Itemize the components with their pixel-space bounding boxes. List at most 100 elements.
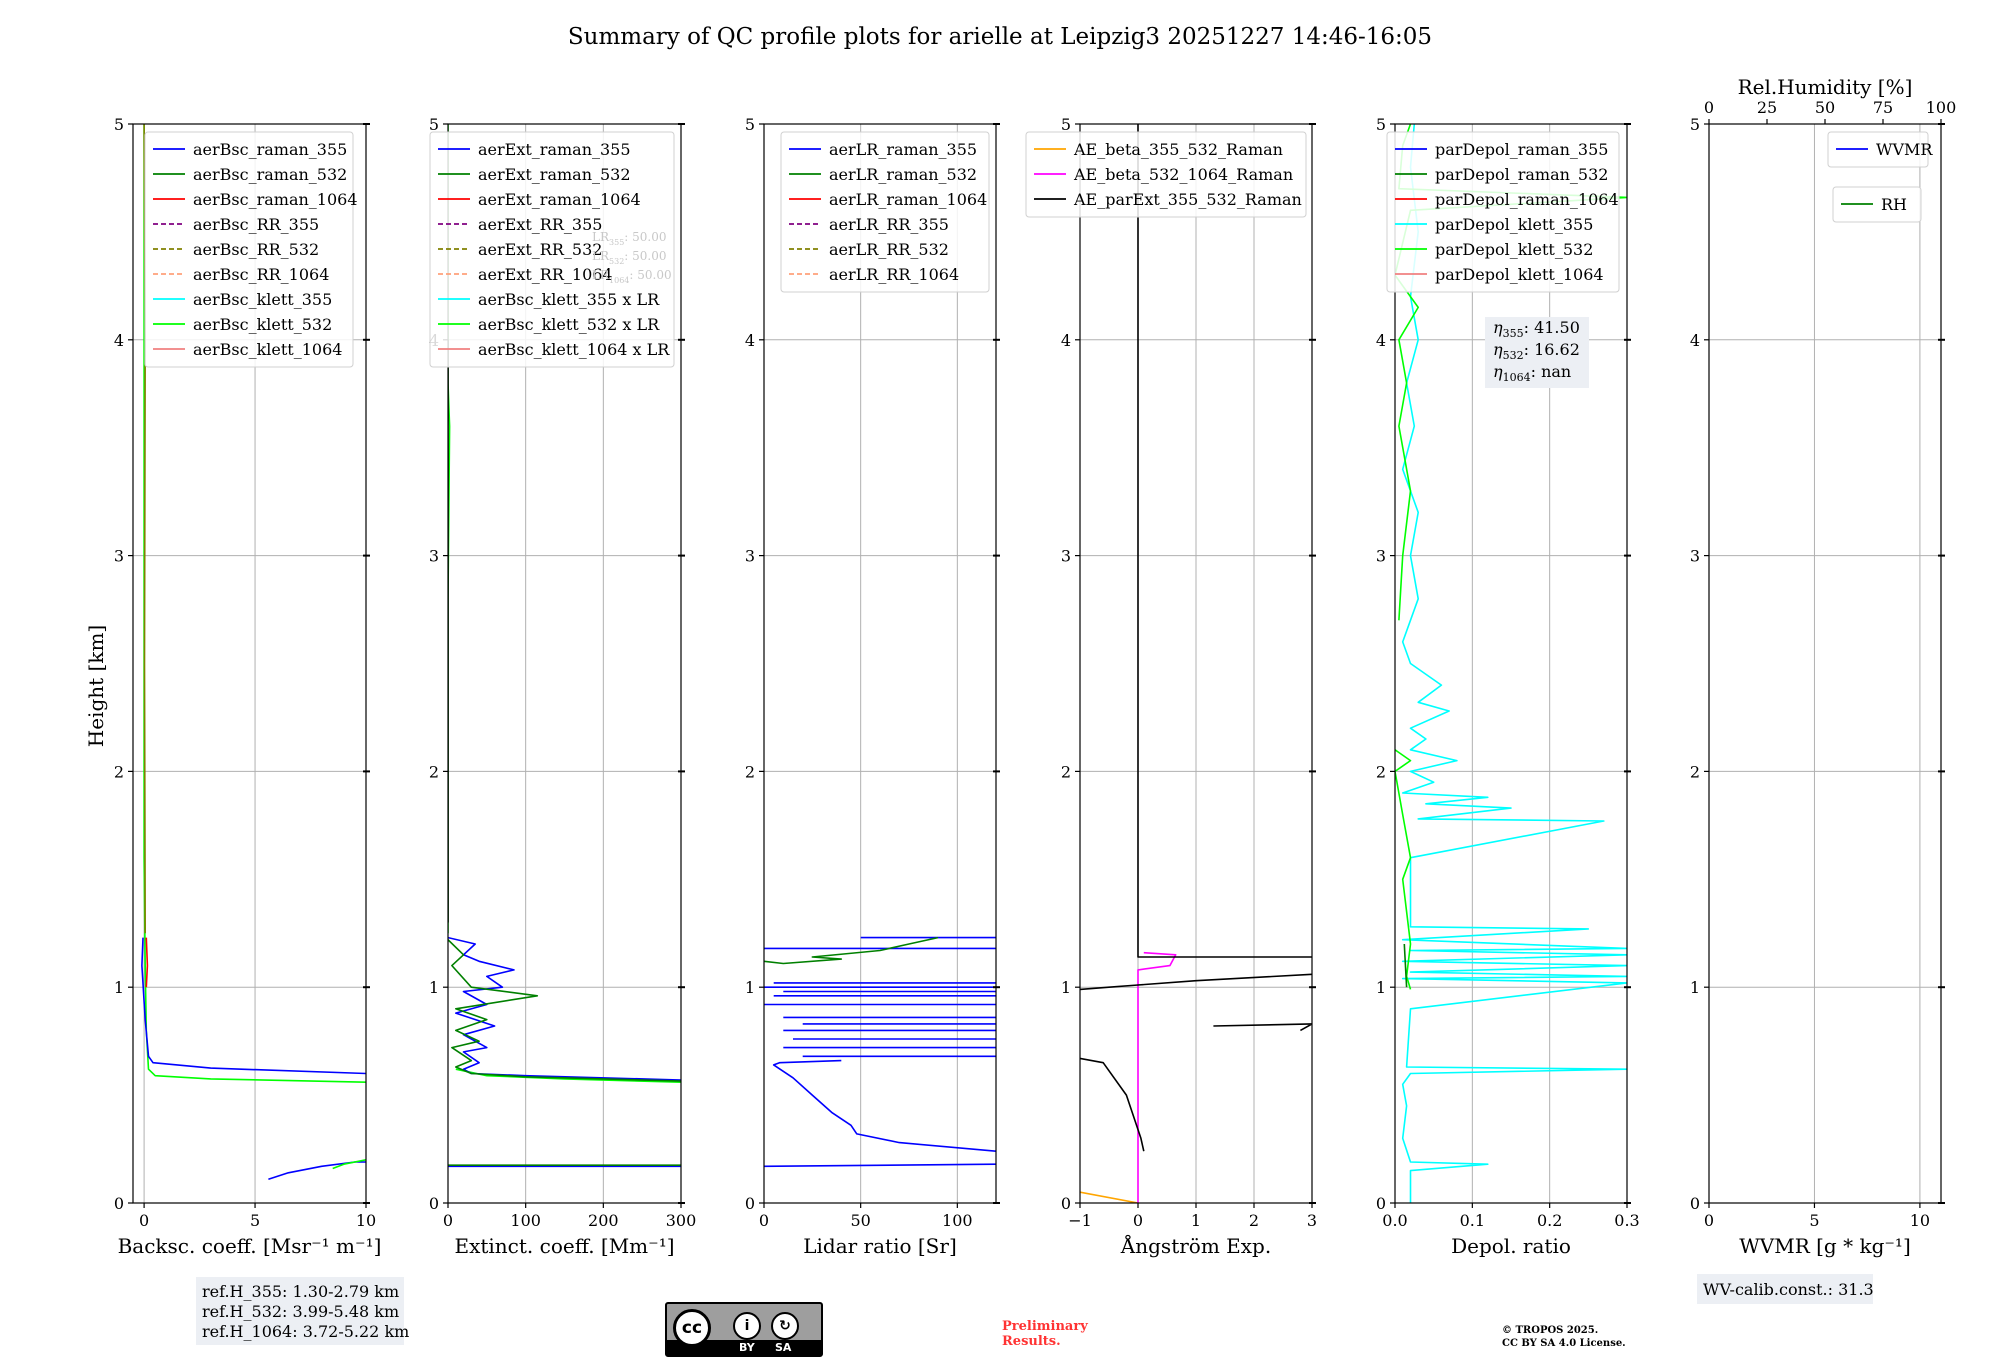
y-tick-label: 3 <box>114 547 124 566</box>
x-tick-label: 50 <box>850 1211 870 1230</box>
panel-backscatter: 0 5 10 0 1 2 3 4 5 Backsc. coeff. [Msr⁻¹ m⁻¹] aerB… <box>114 115 382 1258</box>
axes-frame <box>447 123 682 1204</box>
wv-calib-text: WV-calib.const.: 31.3 <box>1703 1280 1874 1299</box>
y-tick-label: 4 <box>1690 331 1700 350</box>
series-line-lime <box>448 124 451 934</box>
x-tick-label: 0 <box>139 1211 149 1230</box>
legend: WVMR <box>1827 131 1933 168</box>
wv-calib-box: WV-calib.const.: 31.3 <box>1697 1274 1874 1304</box>
y-tick-label: 3 <box>1376 547 1386 566</box>
axes-frame <box>1708 123 1942 1204</box>
cc-by-label: BY <box>739 1341 755 1354</box>
legend-label: aerBsc_RR_532 <box>193 240 319 259</box>
legend-label: AE_parExt_355_532_Raman <box>1073 190 1302 209</box>
legend-label: parDepol_klett_355 <box>1435 215 1593 234</box>
ref-height-355: ref.H_355: 1.30-2.79 km <box>202 1282 399 1301</box>
series-line-black <box>1137 124 1312 958</box>
annotation-text: LR1064: 50.00 <box>592 268 672 285</box>
series-line-lime <box>332 1159 366 1170</box>
series-line-blue <box>772 1059 996 1152</box>
ref-height-box: ref.H_355: 1.30-2.79 km ref.H_532: 3.99-… <box>196 1277 409 1345</box>
x-tick-label: 1 <box>1191 1211 1201 1230</box>
x-tick-label: 0 <box>759 1211 769 1230</box>
preliminary-line-1: Preliminary <box>1002 1319 1088 1334</box>
legend: aerExt_raman_355 aerExt_raman_532 aerExt_r… <box>429 131 675 368</box>
legend-label: aerBsc_RR_355 <box>193 215 319 234</box>
sa-share-alike-icon: ↻ <box>771 1312 799 1340</box>
legend-label: aerLR_raman_1064 <box>829 190 987 209</box>
ref-height-532: ref.H_532: 3.99-5.48 km <box>202 1302 399 1321</box>
copyright-line-1: © TROPOS 2025. <box>1502 1325 1598 1336</box>
x-tick-label: 100 <box>942 1211 973 1230</box>
y-tick-label: 4 <box>745 331 755 350</box>
x-tick-label: 3 <box>1307 1211 1317 1230</box>
annotation-text: η355: 41.50 <box>1493 318 1580 340</box>
y-tick-label: 3 <box>1690 547 1700 566</box>
x-tick-label: 10 <box>356 1211 376 1230</box>
x2-tick-label: 0 <box>1704 98 1714 117</box>
y-tick-label: 5 <box>1061 115 1071 134</box>
y-tick-label: 5 <box>1376 115 1386 134</box>
legend-label: aerExt_raman_355 <box>478 140 631 159</box>
series-line-cyan <box>1401 124 1627 1203</box>
y-tick-label: 0 <box>745 1194 755 1213</box>
series-line-black <box>1080 1057 1145 1152</box>
y-axis-label: Height [km] <box>84 625 108 747</box>
y-tick-label: 1 <box>745 978 755 997</box>
annotation-box: LR355: 50.00 LR532: 50.00 LR1064: 50.00 <box>592 230 672 285</box>
x-tick-label: 0.3 <box>1614 1211 1639 1230</box>
legend-label: parDepol_klett_1064 <box>1435 265 1604 284</box>
legend-label: aerLR_RR_355 <box>829 215 949 234</box>
legend-label: aerExt_RR_1064 <box>478 265 613 284</box>
ref-height-1064: ref.H_1064: 3.72-5.22 km <box>202 1322 409 1341</box>
legend-label: aerBsc_RR_1064 <box>193 265 329 284</box>
x-tick-label: 2 <box>1249 1211 1259 1230</box>
y-tick-label: 1 <box>1061 978 1071 997</box>
series-line-lime <box>143 124 366 1083</box>
y-tick-label: 5 <box>745 115 755 134</box>
x-tick-label: 0.0 <box>1382 1211 1407 1230</box>
annotation-text: LR532: 50.00 <box>592 249 667 266</box>
axes-frame <box>1394 123 1628 1204</box>
legend-label: aerBsc_klett_1064 x LR <box>478 340 670 359</box>
y-tick-label: 1 <box>114 978 124 997</box>
x-tick-label: −1 <box>1068 1211 1092 1230</box>
y-tick-label: 4 <box>1061 331 1071 350</box>
series-line-green <box>764 936 939 965</box>
series-line-lime <box>1395 749 1412 990</box>
panel-depol: 0.0 0.1 0.2 0.3 0 1 2 3 4 5 Depol. ratio parDepol_r… <box>1376 115 1640 1258</box>
legend-label: aerBsc_klett_355 <box>193 290 332 309</box>
x2-tick-label: 50 <box>1815 98 1835 117</box>
x-tick-label: 5 <box>1809 1211 1819 1230</box>
y-tick-label: 3 <box>429 547 439 566</box>
cc-license-badge: cc i ↻ BY SA <box>665 1302 823 1357</box>
legend-label: aerExt_RR_532 <box>478 240 602 259</box>
by-attribution-icon: i <box>733 1312 761 1340</box>
legend-label: AE_beta_355_532_Raman <box>1073 140 1283 159</box>
x2-tick-label: 100 <box>1926 98 1957 117</box>
legend-rh: RH <box>1832 186 1922 223</box>
legend-label: aerLR_RR_532 <box>829 240 949 259</box>
legend-label: aerBsc_klett_1064 <box>193 340 342 359</box>
series-line-black <box>1080 973 1312 991</box>
panel-lidar-ratio: 0 50 100 0 1 2 3 4 5 Lidar ratio [Sr] aerLR_raman_… <box>745 115 1000 1258</box>
legend-label: parDepol_klett_532 <box>1435 240 1593 259</box>
y-tick-label: 4 <box>114 331 124 350</box>
y-tick-label: 3 <box>1061 547 1071 566</box>
y-tick-label: 5 <box>1690 115 1700 134</box>
legend-label: aerBsc_raman_532 <box>193 165 347 184</box>
legend-label: aerExt_raman_532 <box>478 165 631 184</box>
annotation-text: LR355: 50.00 <box>592 230 667 247</box>
series-line-blue <box>764 1163 996 1168</box>
y-tick-label: 0 <box>1061 1194 1071 1213</box>
x-tick-label: 0 <box>1133 1211 1143 1230</box>
legend-label: aerBsc_klett_532 <box>193 315 332 334</box>
y-tick-label: 2 <box>745 762 755 781</box>
copyright-line-2: CC BY SA 4.0 License. <box>1502 1338 1626 1349</box>
legend: parDepol_raman_355 parDepol_raman_532 parD… <box>1386 131 1620 293</box>
x-axis-label: Depol. ratio <box>1451 1234 1571 1258</box>
axes-frame <box>132 123 367 1204</box>
